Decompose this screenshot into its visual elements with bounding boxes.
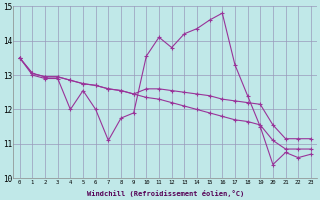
- X-axis label: Windchill (Refroidissement éolien,°C): Windchill (Refroidissement éolien,°C): [87, 190, 244, 197]
